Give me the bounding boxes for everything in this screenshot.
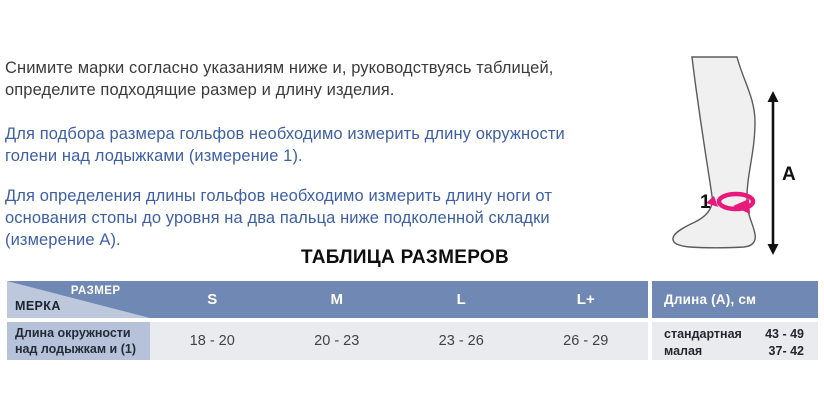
row-label-ankle-circumference: Длина окружности над лодыжкам и (1) — [7, 322, 150, 360]
length-value-small: 37- 42 — [768, 344, 804, 358]
size-table: РАЗМЕР МЕРКА S M L L+ Длина окружности н… — [7, 281, 648, 360]
corner-label-size: РАЗМЕР — [70, 285, 121, 297]
length-instruction-paragraph: Для определения длины гольфов необходимо… — [5, 187, 552, 249]
corner-label-measure: МЕРКА — [15, 299, 61, 313]
column-header-lplus: L+ — [576, 291, 595, 308]
leg-silhouette — [672, 56, 756, 249]
column-header-l: L — [456, 291, 466, 308]
length-arrow-icon — [767, 91, 779, 255]
circumference-arrow-icon — [706, 191, 756, 214]
column-header-s: S — [207, 291, 218, 308]
length-table: Длина (А), см стандартная 43 - 49 малая … — [652, 281, 818, 360]
value-cell-s: 18 - 20 — [150, 322, 275, 360]
length-table-header: Длина (А), см — [652, 281, 818, 318]
value-cell-lplus: 26 - 29 — [523, 322, 648, 360]
length-label-small: малая — [664, 344, 703, 358]
size-table-corner-cell: РАЗМЕР МЕРКА — [7, 281, 150, 318]
length-label-a: A — [782, 164, 796, 185]
size-table-header-row: РАЗМЕР МЕРКА S M L L+ — [7, 281, 648, 318]
value-cell-l: 23 - 26 — [399, 322, 524, 360]
intro-paragraph: Снимите марки согласно указаниям ниже и,… — [5, 59, 554, 99]
value-cell-m: 20 - 23 — [274, 322, 399, 360]
size-table-title: ТАБЛИЦА РАЗМЕРОВ — [300, 247, 510, 268]
length-label-standard: стандартная — [664, 327, 742, 341]
length-table-data-row: стандартная 43 - 49 малая 37- 42 — [652, 322, 818, 360]
length-row-small: малая 37- 42 — [664, 343, 804, 359]
length-row-standard: стандартная 43 - 49 — [664, 326, 804, 342]
size-table-data-row: Длина окружности над лодыжкам и (1) 18 -… — [7, 322, 648, 360]
leg-measurement-illustration: A 1 — [650, 50, 824, 262]
column-header-m: M — [330, 291, 344, 308]
length-value-standard: 43 - 49 — [765, 327, 804, 341]
size-instruction-paragraph: Для подбора размера гольфов необходимо и… — [5, 125, 565, 165]
circumference-label-1: 1 — [700, 192, 711, 213]
